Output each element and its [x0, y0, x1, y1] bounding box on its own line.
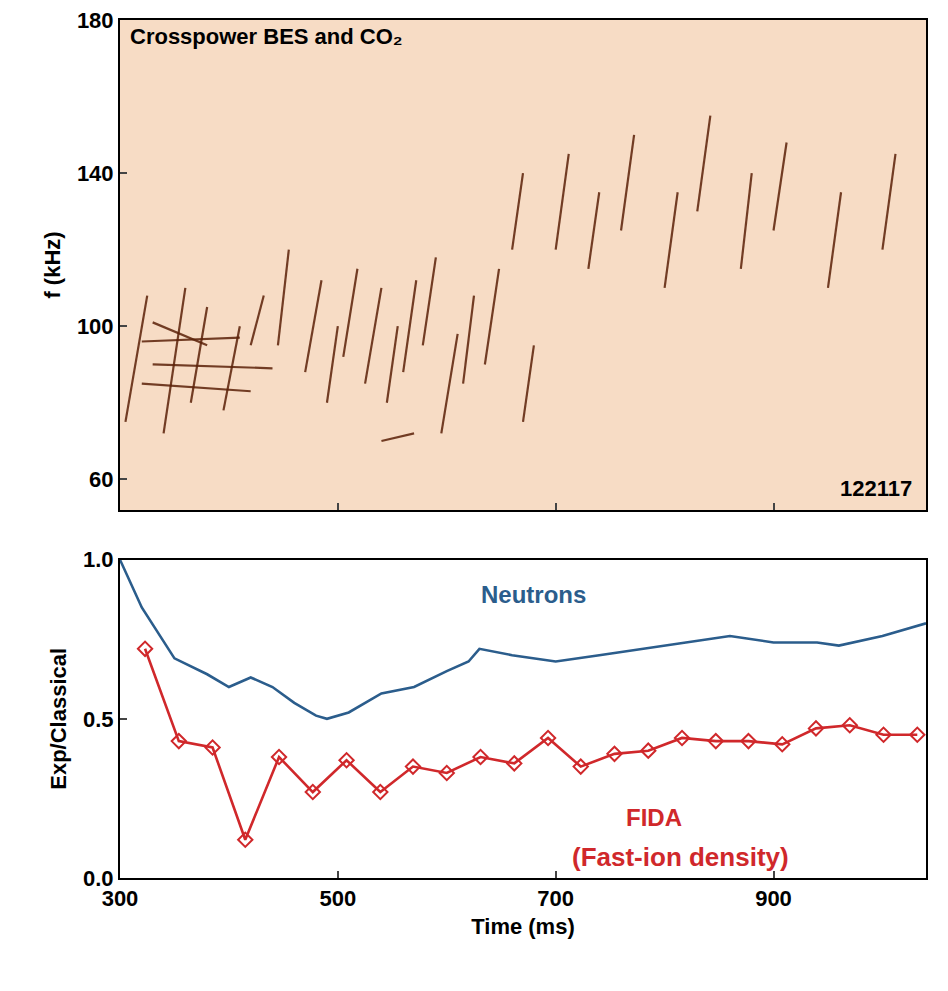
svg-text:140: 140 — [77, 161, 114, 186]
svg-text:Crosspower BES and CO₂: Crosspower BES and CO₂ — [130, 24, 403, 49]
svg-text:500: 500 — [319, 886, 356, 911]
svg-text:(Fast-ion density): (Fast-ion density) — [572, 842, 789, 872]
svg-text:Neutrons: Neutrons — [481, 581, 586, 608]
svg-text:FIDA: FIDA — [626, 804, 682, 831]
svg-text:60: 60 — [89, 467, 113, 492]
svg-text:300: 300 — [102, 886, 139, 911]
svg-text:0.5: 0.5 — [83, 707, 114, 732]
svg-text:700: 700 — [537, 886, 574, 911]
svg-text:Exp/Classical: Exp/Classical — [46, 648, 71, 790]
svg-text:180: 180 — [77, 8, 114, 33]
svg-text:122117: 122117 — [840, 476, 912, 501]
svg-text:100: 100 — [77, 314, 114, 339]
svg-text:1.0: 1.0 — [83, 547, 114, 572]
svg-text:f (kHz): f (kHz) — [40, 231, 65, 298]
svg-text:0.0: 0.0 — [83, 866, 114, 891]
svg-text:900: 900 — [755, 886, 792, 911]
svg-text:Time (ms): Time (ms) — [471, 914, 575, 939]
